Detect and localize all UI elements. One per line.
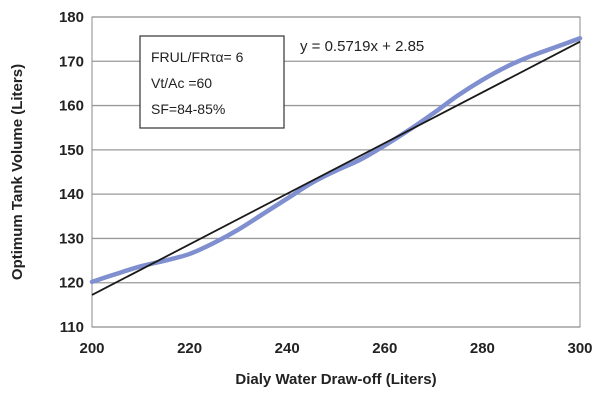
y-tick-label: 130 xyxy=(59,230,84,247)
plot-area-border xyxy=(91,16,581,328)
data-series-line xyxy=(89,36,583,285)
x-tick-label: 220 xyxy=(177,340,202,357)
linear-trendline xyxy=(91,40,581,296)
x-axis-title: Dialy Water Draw-off (Liters) xyxy=(235,371,436,388)
y-tick-label: 150 xyxy=(59,142,84,159)
y-tick-label: 120 xyxy=(59,275,84,292)
y-tick-label: 180 xyxy=(59,9,84,26)
y-axis-title: Optimum Tank Volume (Liters) xyxy=(9,64,26,280)
annotation-ratio-text: FRUL/FRτα= 6 xyxy=(151,49,244,65)
y-tick-label: 140 xyxy=(59,186,84,203)
parameter-annotation-box: FRUL/FRτα= 6 Vt/Ac =60 SF=84-85% xyxy=(139,35,285,129)
y-axis-tick-labels: 110 120 130 140 150 160 170 180 xyxy=(59,9,84,336)
series-layer xyxy=(89,36,583,296)
x-tick-label: 240 xyxy=(275,340,300,357)
x-axis-tick-labels: 200 220 240 260 280 300 xyxy=(79,340,592,357)
x-tick-label: 300 xyxy=(567,340,592,357)
annotation-volume-ratio-text: Vt/Ac =60 xyxy=(151,75,212,91)
y-tick-label: 160 xyxy=(59,98,84,115)
x-tick-label: 260 xyxy=(372,340,397,357)
annotation-solar-fraction-text: SF=84-85% xyxy=(151,101,225,117)
x-tick-label: 280 xyxy=(470,340,495,357)
y-tick-label: 110 xyxy=(60,319,84,336)
trendline-equation-label: y = 0.5719x + 2.85 xyxy=(300,38,424,55)
annotation-box-frame xyxy=(139,35,285,129)
x-tick-label: 200 xyxy=(79,340,104,357)
y-tick-label: 170 xyxy=(59,53,84,70)
